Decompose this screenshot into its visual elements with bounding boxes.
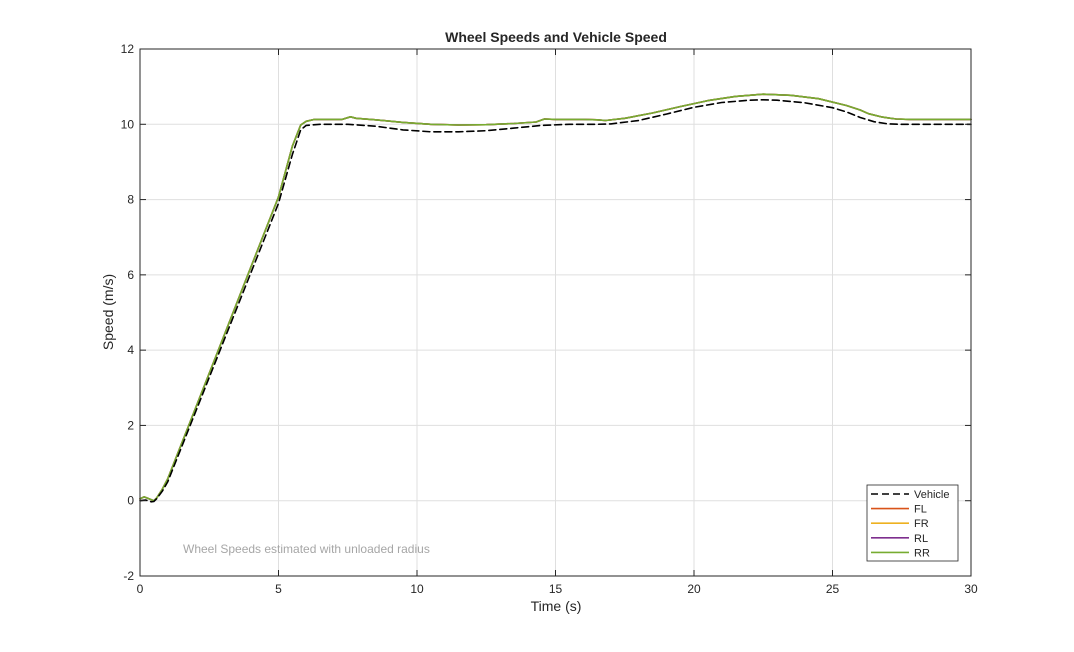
series-line-vehicle: [139, 99, 972, 503]
y-tick-label: 0: [127, 494, 134, 508]
y-tick-labels: -2 0 2 4 6 8 10 12: [121, 42, 135, 583]
legend-label-rr: RR: [914, 547, 930, 559]
x-tick-labels: 0 5 10 15 20 25 30: [137, 582, 978, 596]
x-tick-label: 25: [826, 582, 840, 596]
y-tick-label: 4: [127, 343, 134, 357]
x-tick-label: 10: [410, 582, 424, 596]
y-tick-label: 6: [127, 268, 134, 282]
legend: Vehicle FL FR RL RR: [866, 484, 959, 562]
x-tick-label: 30: [964, 582, 978, 596]
y-tick-label: 12: [121, 42, 135, 56]
x-axis-label: Time (s): [531, 598, 582, 614]
legend-label-vehicle: Vehicle: [914, 489, 949, 501]
x-tick-label: 5: [275, 582, 282, 596]
x-tick-label: 20: [687, 582, 701, 596]
legend-label-fr: FR: [914, 518, 929, 530]
x-tick-label: 0: [137, 582, 144, 596]
y-tick-label: -2: [123, 569, 134, 583]
y-axis-label: Speed (m/s): [100, 274, 116, 350]
legend-label-rl: RL: [914, 533, 928, 545]
chart-title: Wheel Speeds and Vehicle Speed: [445, 29, 667, 45]
x-tick-label: 15: [549, 582, 563, 596]
series-layer: [139, 93, 972, 503]
axis-ticks: [139, 48, 972, 577]
series-line-rr: [139, 93, 972, 502]
y-tick-label: 8: [127, 193, 134, 207]
legend-label-fl: FL: [914, 504, 927, 516]
y-tick-label: 10: [121, 117, 135, 131]
y-tick-label: 2: [127, 418, 134, 432]
annotation-text: Wheel Speeds estimated with unloaded rad…: [183, 542, 430, 556]
